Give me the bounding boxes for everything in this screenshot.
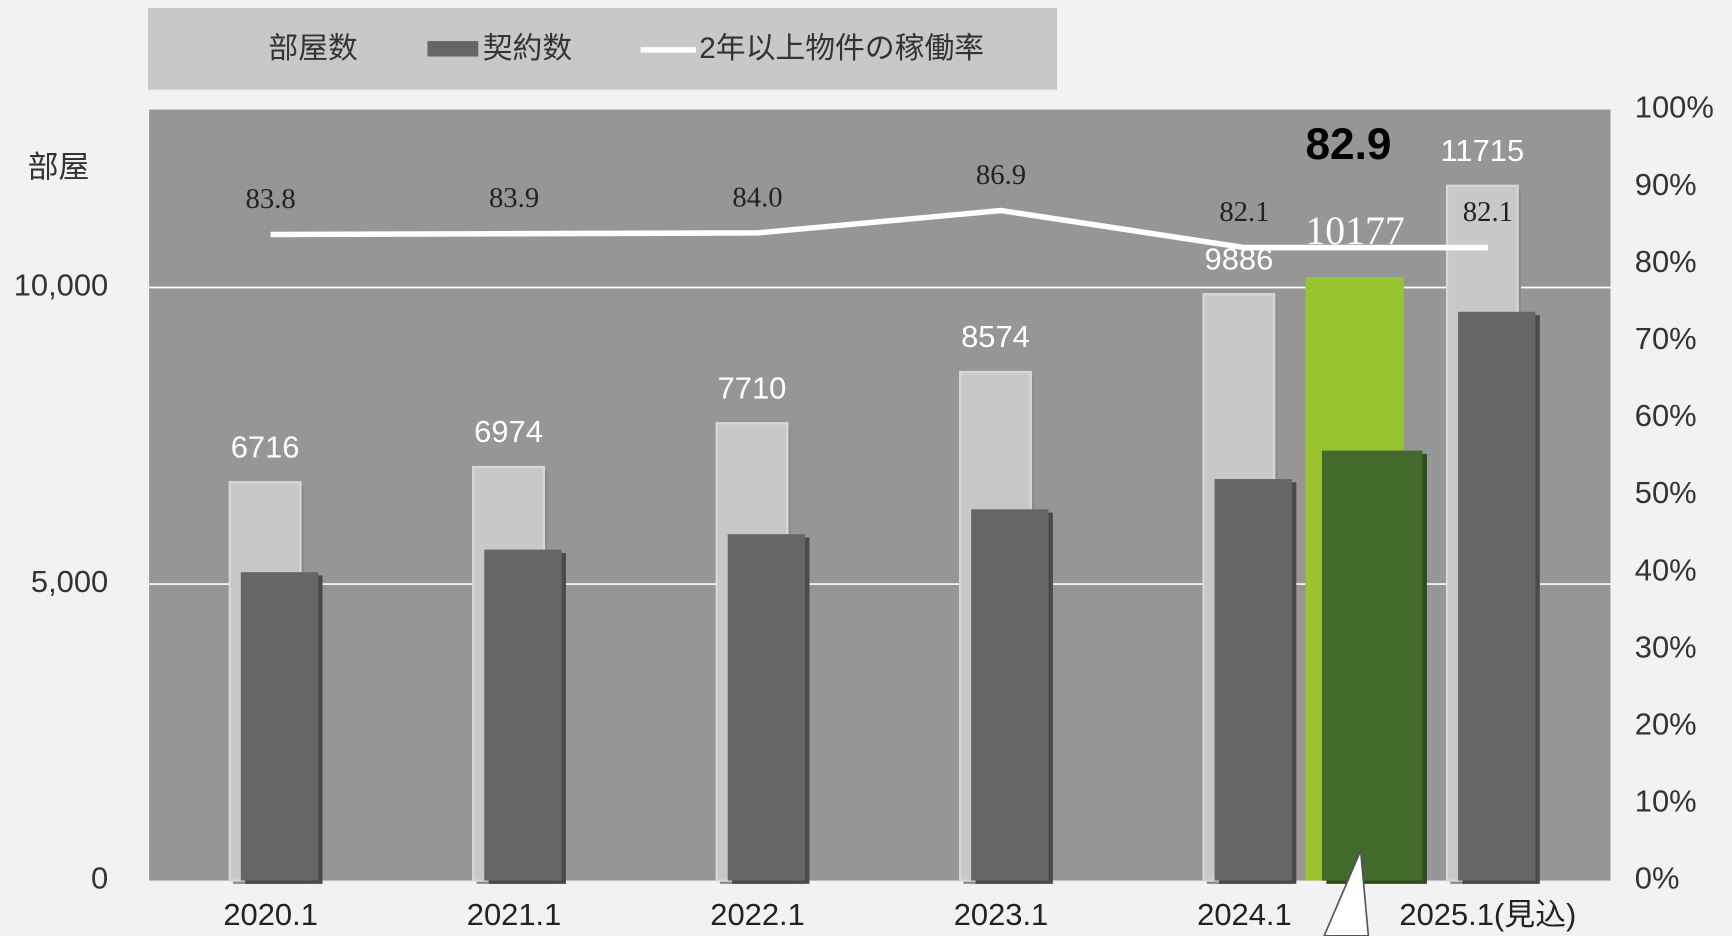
y2-tick-label: 10% xyxy=(1635,784,1697,819)
bar xyxy=(1458,311,1536,881)
y2-tick-label: 20% xyxy=(1635,707,1697,742)
y2-tick-label: 100% xyxy=(1635,90,1714,125)
y2-tick-label: 40% xyxy=(1635,552,1697,587)
legend-swatch xyxy=(427,41,479,57)
x-tick-label: 2023.1 xyxy=(954,897,1049,932)
y2-tick-label: 50% xyxy=(1635,475,1697,510)
x-tick-label: 2020.1 xyxy=(223,897,318,932)
y2-tick-label: 60% xyxy=(1635,398,1697,433)
bar xyxy=(971,509,1049,881)
bar xyxy=(484,549,562,881)
legend-label: 契約数 xyxy=(483,32,572,65)
highlight-bar xyxy=(1321,450,1423,881)
legend-label: 2年以上物件の稼働率 xyxy=(699,32,984,65)
line-label: 82.1 xyxy=(1463,196,1513,228)
line-label: 82.1 xyxy=(1219,196,1269,228)
y2-tick-label: 90% xyxy=(1635,167,1697,202)
y2-tick-label: 80% xyxy=(1635,244,1697,279)
bar-label: 8574 xyxy=(961,319,1030,354)
bar-label: 6716 xyxy=(231,429,300,464)
line xyxy=(270,207,1488,251)
line-label: 84.0 xyxy=(732,181,782,213)
x-tick-label: 2025.1(見込) xyxy=(1399,897,1576,932)
legend-swatch xyxy=(212,41,266,57)
bar-label: 6974 xyxy=(474,414,543,449)
x-tick-label: 2022.1 xyxy=(710,897,805,932)
x-tick-label: 2021.1 xyxy=(467,897,562,932)
y2-tick-label: 0% xyxy=(1635,861,1680,896)
bar-label: 7710 xyxy=(718,370,787,405)
highlight-rate: 82.9 xyxy=(1305,120,1391,169)
bar xyxy=(240,572,319,881)
y-tick-label: 5,000 xyxy=(31,564,108,599)
line-label: 86.9 xyxy=(976,159,1026,191)
line-label: 83.9 xyxy=(489,182,539,214)
y2-tick-label: 30% xyxy=(1635,629,1697,664)
y2-tick-label: 70% xyxy=(1635,321,1697,356)
legend-label: 部屋数 xyxy=(268,32,357,65)
bar-label: 11715 xyxy=(1441,133,1525,168)
y-tick-label: 10,000 xyxy=(14,268,109,303)
line-label: 83.8 xyxy=(246,183,296,215)
bar xyxy=(727,534,806,881)
y-tick-label: 0 xyxy=(91,861,108,896)
legend xyxy=(148,7,1058,90)
bar xyxy=(1214,479,1292,881)
x-tick-label: 2024.1 xyxy=(1197,897,1292,932)
y-axis-label: 部屋 xyxy=(28,149,90,184)
